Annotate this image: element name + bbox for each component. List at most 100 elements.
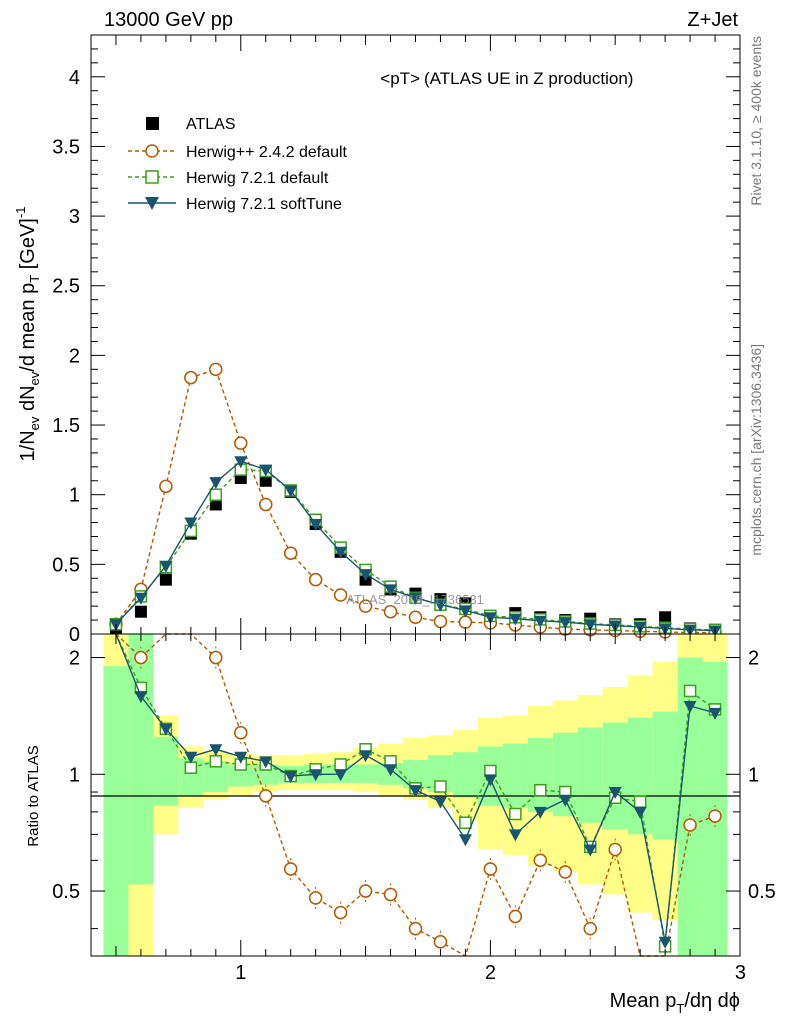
ratio-point-herwig-7-2-1-softtune <box>558 794 572 807</box>
y-tick-label-main: 3.5 <box>52 136 80 158</box>
main-point-herwig-2-4-2-default <box>209 362 223 377</box>
ratio-point-herwig-2-4-2-default <box>383 887 398 902</box>
y-tick-label-main: 2 <box>69 345 80 367</box>
ratio-point-herwig-7-2-1-default <box>434 780 447 793</box>
main-point-herwig-2-4-2-default <box>383 604 398 619</box>
ratio-point-herwig-7-2-1-default <box>459 816 472 829</box>
ratio-point-herwig-7-2-1-softtune <box>409 785 422 798</box>
ratio-point-herwig-7-2-1-softtune <box>708 707 722 720</box>
legend-marker-softtune <box>145 197 159 210</box>
x-axis-title: Mean pT/dη dϕ <box>610 990 740 1016</box>
main-point-atlas <box>159 573 172 586</box>
y-tick-label-main: 1 <box>69 485 80 507</box>
main-point-herwig-7-2-1-softtune <box>583 619 597 632</box>
main-point-herwig-2-4-2-default <box>308 572 323 587</box>
header-left-title: 13000 GeV pp <box>104 9 233 31</box>
main-point-herwig-7-2-1-softtune <box>134 592 148 605</box>
plot-title-paren: (ATLAS UE in Z production) <box>424 69 633 88</box>
main-point-herwig-2-4-2-default <box>358 599 373 613</box>
ratio-point-herwig-7-2-1-softtune <box>309 769 323 782</box>
ratio-point-herwig-2-4-2-default <box>683 818 697 832</box>
ratio-point-herwig-7-2-1-softtune <box>209 744 223 757</box>
side-label-rivet: Rivet 3.1.10, ≥ 400k events <box>748 36 764 206</box>
main-point-herwig-7-2-1-softtune <box>558 617 572 630</box>
ratio-point-herwig-7-2-1-default <box>633 795 647 808</box>
y-tick-label-ratio-right: 2 <box>748 648 759 670</box>
y-tick-label-main: 1.5 <box>52 415 80 437</box>
ratio-band-inner <box>128 634 154 885</box>
main-point-herwig-2-4-2-default <box>234 436 248 450</box>
ratio-point-herwig-7-2-1-softtune <box>359 750 373 763</box>
main-point-herwig-2-4-2-default <box>408 610 423 625</box>
legend-label-atlas: ATLAS <box>186 116 236 133</box>
ratio-band-inner <box>527 738 553 812</box>
x-tick-label: 1 <box>235 962 246 984</box>
ratio-band-inner <box>577 727 603 823</box>
ratio-band-inner <box>652 711 678 840</box>
y-axis-title-main: 1/Nev dNev/d mean pT [GeV]-1 <box>13 207 42 462</box>
legend-label-herwigpp: Herwig++ 2.4.2 default <box>186 144 348 161</box>
ratio-point-herwig-2-4-2-default <box>258 789 273 803</box>
ratio-point-herwig-7-2-1-softtune <box>533 806 547 819</box>
main-point-herwig-2-4-2-default <box>333 588 348 602</box>
main-point-herwig-2-4-2-default <box>433 614 448 629</box>
ratio-point-herwig-2-4-2-default <box>433 935 448 949</box>
ratio-point-herwig-7-2-1-default <box>209 755 223 768</box>
main-point-herwig-2-4-2-default <box>184 370 198 385</box>
main-point-herwig-7-2-1-softtune <box>184 517 198 530</box>
main-point-herwig-7-2-1-softtune <box>384 584 398 597</box>
ratio-point-herwig-2-4-2-default <box>358 884 373 898</box>
main-point-herwig-2-4-2-default <box>258 497 273 512</box>
ratio-point-herwig-7-2-1-default <box>184 761 198 774</box>
ratio-point-herwig-2-4-2-default <box>608 842 622 857</box>
y-tick-label-ratio-right: 1 <box>748 764 759 786</box>
ratio-point-herwig-7-2-1-softtune <box>159 723 173 736</box>
ratio-point-herwig-2-4-2-default <box>583 921 597 936</box>
ratio-point-herwig-7-2-1-default <box>683 684 697 698</box>
ratio-point-herwig-2-4-2-default <box>533 853 548 868</box>
main-point-herwig-2-4-2-default <box>283 546 298 560</box>
ratio-band-inner <box>353 764 379 783</box>
x-tick-label: 3 <box>735 962 746 984</box>
ratio-point-herwig-7-2-1-default <box>509 807 522 821</box>
main-point-herwig-7-2-1-softtune <box>284 485 298 498</box>
main-point-herwig-7-2-1-softtune <box>458 605 472 618</box>
ratio-point-herwig-2-4-2-default <box>708 809 722 823</box>
main-point-herwig-7-2-1-softtune <box>359 569 373 582</box>
y-tick-label-main: 2.5 <box>52 276 80 298</box>
main-point-atlas <box>659 611 672 624</box>
y-tick-label-main: 0.5 <box>52 554 80 576</box>
ratio-point-herwig-7-2-1-softtune <box>384 764 398 777</box>
main-point-herwig-7-2-1-softtune <box>209 477 223 490</box>
main-point-herwig-7-2-1-softtune <box>309 518 323 531</box>
ratio-point-herwig-2-4-2-default <box>134 650 148 665</box>
ratio-band-inner <box>502 743 528 808</box>
ratio-point-herwig-2-4-2-default <box>283 862 298 876</box>
ratio-point-herwig-7-2-1-softtune <box>683 700 697 713</box>
ratio-band-inner <box>103 666 129 956</box>
ratio-point-herwig-2-4-2-default <box>508 909 523 924</box>
y-tick-label-main: 0 <box>69 624 80 646</box>
ratio-point-herwig-7-2-1-default <box>334 758 347 771</box>
legend: ATLAS Herwig++ 2.4.2 default Herwig 7.2.… <box>128 116 348 213</box>
ratio-point-herwig-2-4-2-default <box>333 905 348 920</box>
y-tick-label-ratio: 2 <box>69 648 80 670</box>
ratio-point-herwig-2-4-2-default <box>308 891 323 905</box>
ratio-point-herwig-2-4-2-default <box>209 650 223 665</box>
ratio-panel: 0.5 0.5 1 1 2 2 1 2 3 <box>52 633 776 984</box>
ratio-band-inner <box>153 736 179 806</box>
legend-marker-herwigpp <box>145 144 159 158</box>
ratio-point-herwig-7-2-1-softtune <box>633 806 647 819</box>
ratio-point-herwig-7-2-1-softtune <box>508 829 522 842</box>
ratio-band-inner <box>452 752 478 798</box>
ratio-point-herwig-7-2-1-softtune <box>583 844 597 857</box>
main-point-herwig-7-2-1-softtune <box>234 456 248 469</box>
main-point-herwig-7-2-1-softtune <box>159 560 173 573</box>
ratio-point-herwig-7-2-1-softtune <box>284 770 298 783</box>
ratio-point-herwig-7-2-1-default <box>534 783 547 797</box>
plot-title-main: <pT> <box>380 69 420 88</box>
main-point-herwig-7-2-1-softtune <box>508 613 522 626</box>
ratio-point-herwig-7-2-1-softtune <box>658 936 672 949</box>
ratio-point-herwig-7-2-1-softtune <box>184 751 198 764</box>
main-point-herwig-7-2-1-softtune <box>433 599 447 612</box>
